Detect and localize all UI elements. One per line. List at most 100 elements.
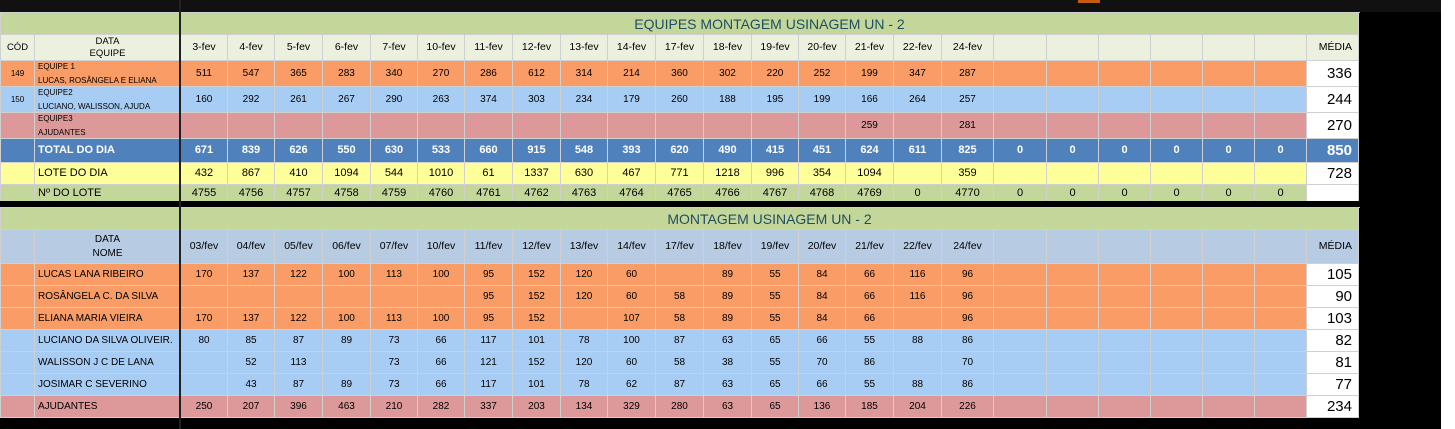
- member-value[interactable]: 55: [751, 263, 799, 286]
- team-value[interactable]: 188: [703, 86, 752, 113]
- nlote-row-value[interactable]: 0: [993, 184, 1047, 203]
- team-value[interactable]: 252: [798, 60, 846, 87]
- team-value[interactable]: 267: [322, 86, 371, 113]
- member-value[interactable]: 60: [607, 263, 656, 286]
- team-value[interactable]: [417, 112, 465, 139]
- member-value[interactable]: [322, 285, 371, 308]
- team-value[interactable]: [655, 112, 704, 139]
- member-value[interactable]: 84: [798, 285, 846, 308]
- team-value[interactable]: [1046, 112, 1099, 139]
- member-value[interactable]: 63: [703, 373, 752, 396]
- member-value[interactable]: [993, 351, 1047, 374]
- member-value[interactable]: 52: [227, 351, 275, 374]
- team-value[interactable]: [1202, 86, 1255, 113]
- member-value[interactable]: 89: [703, 285, 752, 308]
- nlote-row-value[interactable]: 4761: [464, 184, 513, 203]
- nlote-row-value[interactable]: 4755: [180, 184, 228, 203]
- member-value[interactable]: 43: [227, 373, 275, 396]
- member-value[interactable]: 100: [417, 263, 465, 286]
- member-value[interactable]: 65: [751, 395, 799, 418]
- member-value[interactable]: 87: [274, 329, 323, 352]
- member-value[interactable]: 170: [180, 307, 228, 330]
- member-value[interactable]: [1046, 263, 1099, 286]
- member-value[interactable]: 66: [845, 307, 894, 330]
- total-row-value[interactable]: 0: [1202, 138, 1255, 163]
- lote-row-value[interactable]: 410: [274, 162, 323, 185]
- member-value[interactable]: 55: [845, 329, 894, 352]
- member-value[interactable]: 337: [464, 395, 513, 418]
- team-value[interactable]: 547: [227, 60, 275, 87]
- member-value[interactable]: [1202, 263, 1255, 286]
- nlote-row-value[interactable]: 0: [1150, 184, 1203, 203]
- member-value[interactable]: 65: [751, 373, 799, 396]
- member-media[interactable]: 90: [1306, 285, 1359, 308]
- total-row-value[interactable]: 0: [1046, 138, 1099, 163]
- team-value[interactable]: [993, 60, 1047, 87]
- team-value[interactable]: 260: [655, 86, 704, 113]
- member-value[interactable]: 116: [893, 263, 942, 286]
- team-value[interactable]: 292: [227, 86, 275, 113]
- member-value[interactable]: 65: [751, 329, 799, 352]
- nlote-row-value[interactable]: 4760: [417, 184, 465, 203]
- team-value[interactable]: [1098, 60, 1151, 87]
- member-value[interactable]: [1150, 307, 1203, 330]
- member-value[interactable]: 136: [798, 395, 846, 418]
- team-value[interactable]: [1254, 112, 1307, 139]
- member-value[interactable]: 100: [607, 329, 656, 352]
- total-row-value[interactable]: 533: [417, 138, 465, 163]
- member-value[interactable]: 137: [227, 307, 275, 330]
- member-value[interactable]: [893, 351, 942, 374]
- member-value[interactable]: 55: [751, 307, 799, 330]
- team-value[interactable]: 360: [655, 60, 704, 87]
- member-value[interactable]: 185: [845, 395, 894, 418]
- lote-row-value[interactable]: 1218: [703, 162, 752, 185]
- team-value[interactable]: [1150, 60, 1203, 87]
- team-value[interactable]: 166: [845, 86, 894, 113]
- member-media[interactable]: 103: [1306, 307, 1359, 330]
- team-media[interactable]: 244: [1306, 86, 1359, 113]
- member-value[interactable]: 89: [703, 263, 752, 286]
- member-value[interactable]: 89: [322, 373, 371, 396]
- member-value[interactable]: 117: [464, 329, 513, 352]
- member-value[interactable]: 120: [560, 351, 608, 374]
- team-value[interactable]: [607, 112, 656, 139]
- team-value[interactable]: 264: [893, 86, 942, 113]
- team-value[interactable]: 303: [512, 86, 561, 113]
- total-row-value[interactable]: 550: [322, 138, 371, 163]
- member-value[interactable]: 84: [798, 307, 846, 330]
- team-value[interactable]: [703, 112, 752, 139]
- member-media[interactable]: 77: [1306, 373, 1359, 396]
- team-value[interactable]: [1254, 86, 1307, 113]
- lote-row-value[interactable]: 996: [751, 162, 799, 185]
- team-value[interactable]: 195: [751, 86, 799, 113]
- member-value[interactable]: [1202, 307, 1255, 330]
- nlote-row-value[interactable]: 4763: [560, 184, 608, 203]
- member-value[interactable]: [993, 263, 1047, 286]
- total-row-value[interactable]: 660: [464, 138, 513, 163]
- total-row-value[interactable]: 624: [845, 138, 894, 163]
- team-value[interactable]: 290: [370, 86, 418, 113]
- team-value[interactable]: 214: [607, 60, 656, 87]
- nlote-row-value[interactable]: 0: [1046, 184, 1099, 203]
- nlote-row-media[interactable]: [1306, 184, 1359, 203]
- team-value[interactable]: 612: [512, 60, 561, 87]
- member-value[interactable]: [893, 307, 942, 330]
- member-value[interactable]: 282: [417, 395, 465, 418]
- team-value[interactable]: [560, 112, 608, 139]
- total-row-value[interactable]: 415: [751, 138, 799, 163]
- team-value[interactable]: 347: [893, 60, 942, 87]
- member-value[interactable]: [1098, 285, 1151, 308]
- nlote-row-value[interactable]: 4764: [607, 184, 656, 203]
- lote-row-value[interactable]: [893, 162, 942, 185]
- team-value[interactable]: 281: [941, 112, 994, 139]
- member-value[interactable]: 101: [512, 329, 561, 352]
- member-value[interactable]: 84: [798, 263, 846, 286]
- lote-row-value[interactable]: [1098, 162, 1151, 185]
- member-value[interactable]: 78: [560, 373, 608, 396]
- nlote-row-value[interactable]: 4757: [274, 184, 323, 203]
- total-row-value[interactable]: 0: [1098, 138, 1151, 163]
- total-row-value[interactable]: 671: [180, 138, 228, 163]
- total-row-value[interactable]: 393: [607, 138, 656, 163]
- team-value[interactable]: 199: [845, 60, 894, 87]
- member-value[interactable]: 55: [751, 351, 799, 374]
